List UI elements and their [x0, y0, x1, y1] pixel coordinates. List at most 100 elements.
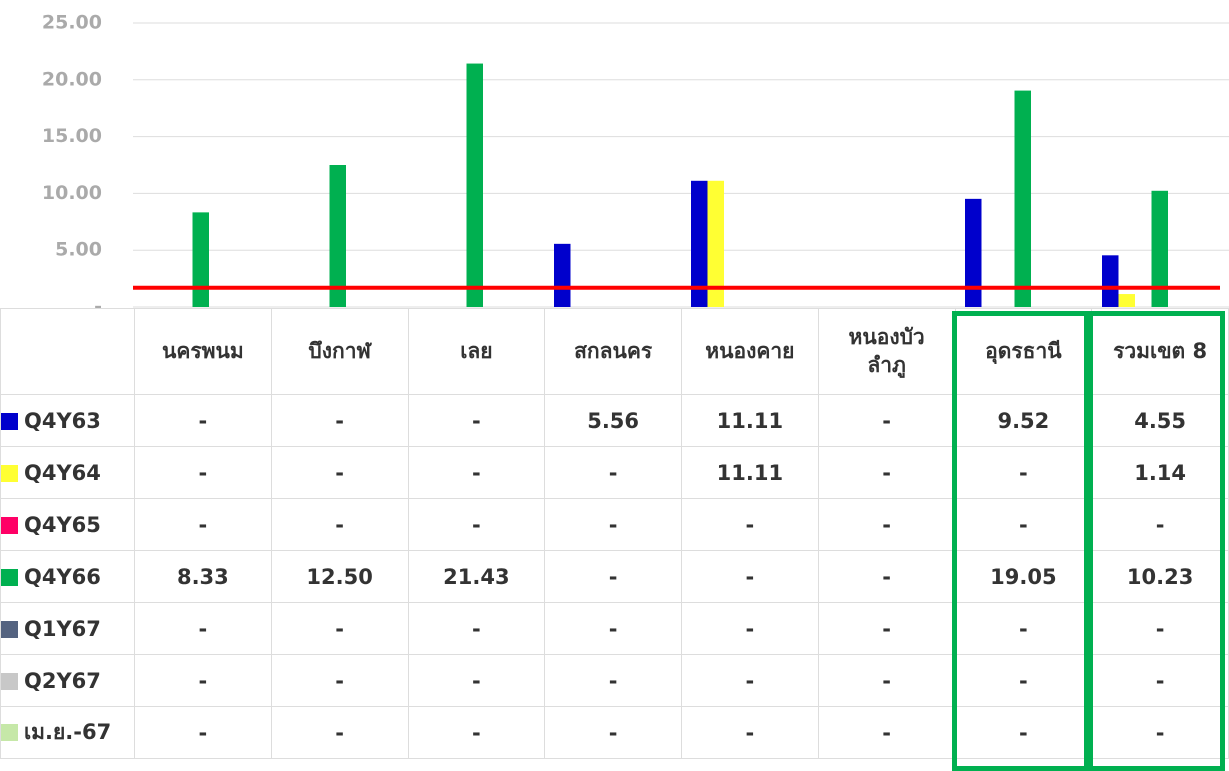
value-cell: 21.43 [407, 550, 546, 603]
value-cell-text: - [745, 616, 755, 641]
value-cell: - [407, 394, 546, 447]
corner [0, 308, 135, 395]
value-cell-text: - [335, 616, 344, 641]
value-cell-text: - [198, 408, 208, 433]
legend-label: Q2Y67 [24, 668, 101, 693]
value-cell: - [407, 498, 546, 551]
value-cell: 1.14 [1091, 446, 1229, 499]
value-cell-text: 4.55 [1134, 408, 1187, 433]
header-row: นครพนม บึงกาฬ เลย สกลนคร หนองคาย หนองบัว ลำภู… [0, 308, 1229, 395]
value-cell-text: - [472, 668, 481, 693]
y-tick-label: 10.00 [42, 182, 102, 204]
value-cell: 5.56 [544, 394, 682, 447]
value-cell-text: - [1019, 460, 1028, 485]
value-cell-text: - [882, 720, 891, 745]
value-cell-text: - [198, 668, 208, 693]
value-cell: - [134, 654, 272, 707]
value-cell-text: - [608, 668, 618, 693]
value-cell: - [681, 602, 819, 655]
value-cell: - [817, 394, 956, 447]
series-row: เม.ย.-67 - - - - - - - - [0, 706, 1229, 759]
legend-cell: Q4Y63 [0, 394, 135, 447]
value-cell-text: - [1019, 512, 1028, 537]
value-cell: - [270, 446, 409, 499]
value-cell-text: 1.14 [1134, 460, 1187, 485]
legend-label: Q4Y64 [24, 460, 101, 485]
legend-swatch [1, 568, 18, 586]
value-cell: - [954, 654, 1093, 707]
category-label: สกลนคร [544, 308, 682, 395]
legend-label: Q1Y67 [24, 616, 101, 641]
value-cell: - [407, 706, 546, 759]
value-cell-text: - [198, 512, 208, 537]
value-cell: - [817, 654, 956, 707]
category-label: หนองคาย [681, 308, 819, 395]
value-cell-text: - [335, 668, 344, 693]
value-cell-text: - [608, 564, 618, 589]
value-cell-text: - [472, 616, 481, 641]
value-cell-text: - [882, 668, 891, 693]
value-cell-text: - [198, 616, 208, 641]
legend-swatch [1, 724, 18, 741]
data-table: นครพนม บึงกาฬ เลย สกลนคร หนองคาย หนองบัว ลำภู… [0, 308, 1229, 759]
category-label-text: รวมเขต 8 [1113, 338, 1208, 363]
category-label-text: สกลนคร [574, 338, 653, 363]
value-cell: - [817, 446, 956, 499]
value-cell-text: - [745, 564, 755, 589]
value-cell: - [407, 654, 546, 707]
legend-swatch [1, 620, 18, 638]
value-cell: - [544, 550, 682, 603]
bar [1014, 90, 1031, 307]
value-cell-text: - [608, 512, 618, 537]
legend-swatch [1, 412, 18, 430]
value-cell: 10.23 [1091, 550, 1229, 603]
value-cell-text: - [335, 512, 344, 537]
series-row: Q4Y63 - - - 5.56 11.11 - 9.52 4.55 [0, 394, 1229, 447]
value-cell-text: 10.23 [1126, 564, 1194, 589]
value-cell-text: - [745, 720, 755, 745]
value-cell: - [817, 498, 956, 551]
value-cell-text: - [745, 512, 755, 537]
value-cell: - [270, 654, 409, 707]
bar [691, 180, 708, 307]
value-cell-text: - [472, 512, 481, 537]
value-cell: - [270, 602, 409, 655]
value-cell-text: - [472, 720, 481, 745]
value-cell-text: - [882, 564, 891, 589]
value-cell: 11.11 [681, 394, 819, 447]
value-cell-text: - [1155, 720, 1165, 745]
value-cell-text: 8.33 [176, 564, 229, 589]
value-cell: - [270, 498, 409, 551]
value-cell: - [1091, 654, 1229, 707]
value-cell: - [134, 394, 272, 447]
value-cell-text: - [608, 720, 618, 745]
bar [466, 63, 483, 307]
value-cell-text: - [472, 408, 481, 433]
series-row: Q4Y66 8.33 12.50 21.43 - - - 19.05 10.23 [0, 550, 1229, 603]
value-cell: 19.05 [954, 550, 1093, 603]
value-cell-text: - [1019, 616, 1028, 641]
value-cell-text: 11.11 [716, 460, 784, 485]
value-cell-text: - [1155, 512, 1165, 537]
value-cell-text: - [198, 720, 208, 745]
bar [707, 180, 724, 307]
value-cell: - [1091, 706, 1229, 759]
legend-cell: Q1Y67 [0, 602, 135, 655]
value-cell: - [407, 602, 546, 655]
value-cell: 11.11 [681, 446, 819, 499]
value-cell-text: - [198, 460, 208, 485]
value-cell-text: - [1019, 668, 1028, 693]
legend-cell: Q4Y64 [0, 446, 135, 499]
value-cell: - [544, 654, 682, 707]
value-cell: - [817, 706, 956, 759]
value-cell-text: - [882, 616, 891, 641]
value-cell: - [544, 602, 682, 655]
y-tick-label: 20.00 [42, 68, 102, 90]
value-cell: 12.50 [270, 550, 409, 603]
category-label: เลย [407, 308, 546, 395]
value-cell-text: 9.52 [997, 408, 1050, 433]
legend-cell: เม.ย.-67 [0, 706, 135, 759]
category-label-text: บึงกาฬ [308, 338, 371, 363]
